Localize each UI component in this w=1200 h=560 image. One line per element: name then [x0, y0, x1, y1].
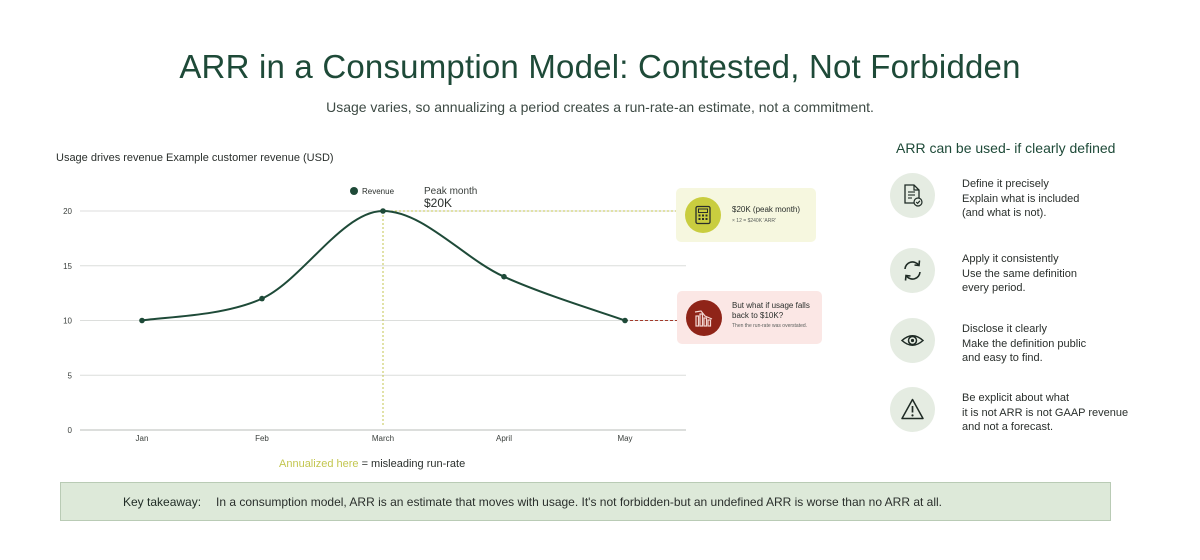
x-tick-label: April: [496, 434, 512, 443]
y-tick-label: 10: [63, 317, 72, 326]
x-tick-label: Jan: [136, 434, 149, 443]
takeaway-label: Key takeaway:: [123, 495, 202, 509]
principle-disclose-text: Disclose it clearly Make the definition …: [962, 323, 1087, 364]
principle-define: Define it precisely Explain what is incl…: [890, 173, 1180, 229]
x-tick-label: Feb: [255, 434, 269, 443]
warning-icon: [890, 387, 935, 432]
declining-bars-icon: [686, 300, 722, 336]
peak-month-card: $20K (peak month) × 12 = $240K 'ARR': [676, 188, 816, 242]
drop-card-text: But what if usage falls back to $10K?: [732, 301, 810, 320]
y-tick-label: 5: [68, 371, 73, 380]
annualized-highlight: Annualized here: [279, 458, 359, 470]
revenue-data-point: [501, 273, 507, 280]
annualized-note: Annualized here = misleading run-rate: [279, 458, 465, 470]
drop-card-subtext: Then the run-rate was overstated.: [732, 323, 808, 329]
calculator-icon: [685, 197, 721, 233]
page-title: ARR in a Consumption Model: Contested, N…: [179, 48, 1021, 85]
x-tick-label: March: [372, 434, 394, 443]
y-tick-label: 15: [63, 262, 72, 271]
revenue-data-point: [380, 208, 386, 214]
y-tick-label: 0: [68, 426, 73, 435]
principle-disclose: Disclose it clearly Make the definition …: [890, 318, 1180, 374]
legend-revenue-marker: [350, 187, 358, 195]
principle-consistent-text: Apply it consistently Use the same defin…: [962, 253, 1077, 294]
principles-heading: ARR can be used- if clearly defined: [896, 140, 1116, 156]
chart-caption: Usage drives revenue Example customer re…: [56, 152, 334, 164]
peak-month-value: $20K: [424, 196, 452, 210]
revenue-data-point: [259, 295, 265, 302]
x-tick-label: May: [617, 434, 632, 443]
revenue-data-point: [622, 317, 628, 324]
refresh-icon: [890, 248, 935, 293]
document-check-icon: [890, 173, 935, 218]
takeaway-text: In a consumption model, ARR is an estima…: [216, 495, 943, 509]
legend-revenue-label: Revenue: [362, 187, 395, 196]
peak-card-subtext: × 12 = $240K 'ARR': [732, 218, 776, 224]
y-tick-label: 20: [63, 207, 72, 216]
key-takeaway-panel: Key takeaway: In a consumption model, AR…: [60, 482, 1111, 521]
page-subtitle: Usage varies, so annualizing a period cr…: [326, 99, 874, 115]
principle-consistent: Apply it consistently Use the same defin…: [890, 248, 1180, 304]
eye-icon: [890, 318, 935, 363]
usage-drop-card: But what if usage falls back to $10K? Th…: [677, 291, 822, 344]
annualized-rest: = misleading run-rate: [358, 458, 466, 470]
principle-define-text: Define it precisely Explain what is incl…: [962, 178, 1080, 219]
peak-month-label: Peak month: [424, 186, 477, 197]
principle-explicit-text: Be explicit about what it is not ARR is …: [962, 392, 1129, 433]
peak-card-text: $20K (peak month): [732, 205, 801, 214]
revenue-data-point: [139, 317, 145, 324]
principle-explicit: Be explicit about what it is not ARR is …: [890, 387, 1180, 443]
